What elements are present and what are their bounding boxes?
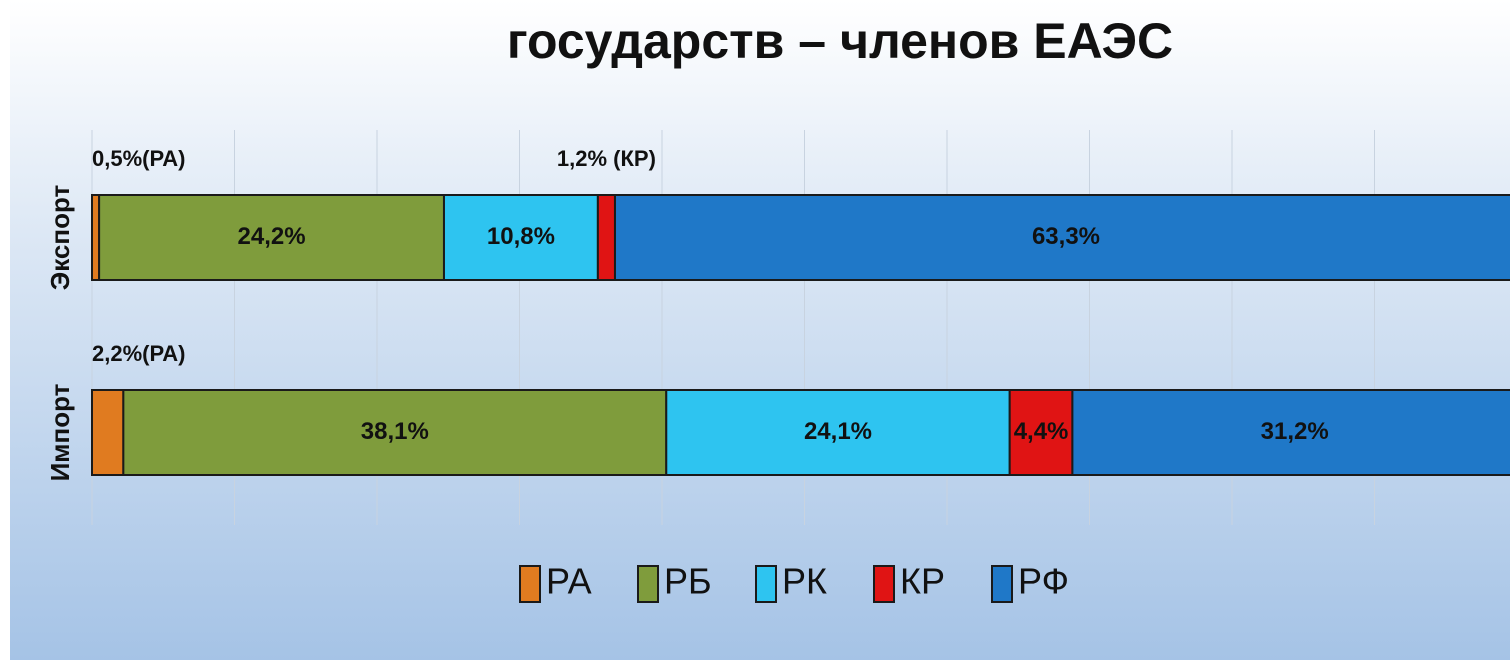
legend-swatch (991, 565, 1013, 603)
bar-segment (1071, 389, 1510, 476)
value-label: 24,1% (804, 418, 872, 445)
legend-label: РФ (1018, 561, 1069, 602)
bar-segment (91, 389, 125, 476)
bar-segment (442, 194, 599, 281)
legend-swatch (519, 565, 541, 603)
bar-segment (122, 389, 668, 476)
value-label: 4,4% (1014, 418, 1069, 445)
bar-segment (613, 194, 1510, 281)
background (10, 0, 1510, 660)
value-label: 1,2% (КР) (557, 146, 656, 171)
value-label: 31,2% (1261, 418, 1329, 445)
legend-label: РБ (664, 561, 712, 602)
value-label: 24,2% (238, 223, 306, 250)
value-label: 2,2%(РА) (92, 341, 185, 366)
legend-label: КР (900, 561, 945, 602)
chart-title: государств – членов ЕАЭС (507, 13, 1173, 69)
value-label: 63,3% (1032, 223, 1100, 250)
bar-segment (596, 194, 616, 281)
legend-label: РА (546, 561, 592, 602)
bar-segment (91, 194, 101, 281)
category-label: Экспорт (45, 184, 75, 290)
value-label: 10,8% (487, 223, 555, 250)
value-label: 38,1% (361, 418, 429, 445)
category-label: Импорт (45, 383, 75, 481)
legend-swatch (755, 565, 777, 603)
bar-segment (98, 194, 445, 281)
legend-swatch (873, 565, 895, 603)
legend-label: РК (782, 561, 827, 602)
value-label: 0,5%(РА) (92, 146, 185, 171)
legend-swatch (637, 565, 659, 603)
